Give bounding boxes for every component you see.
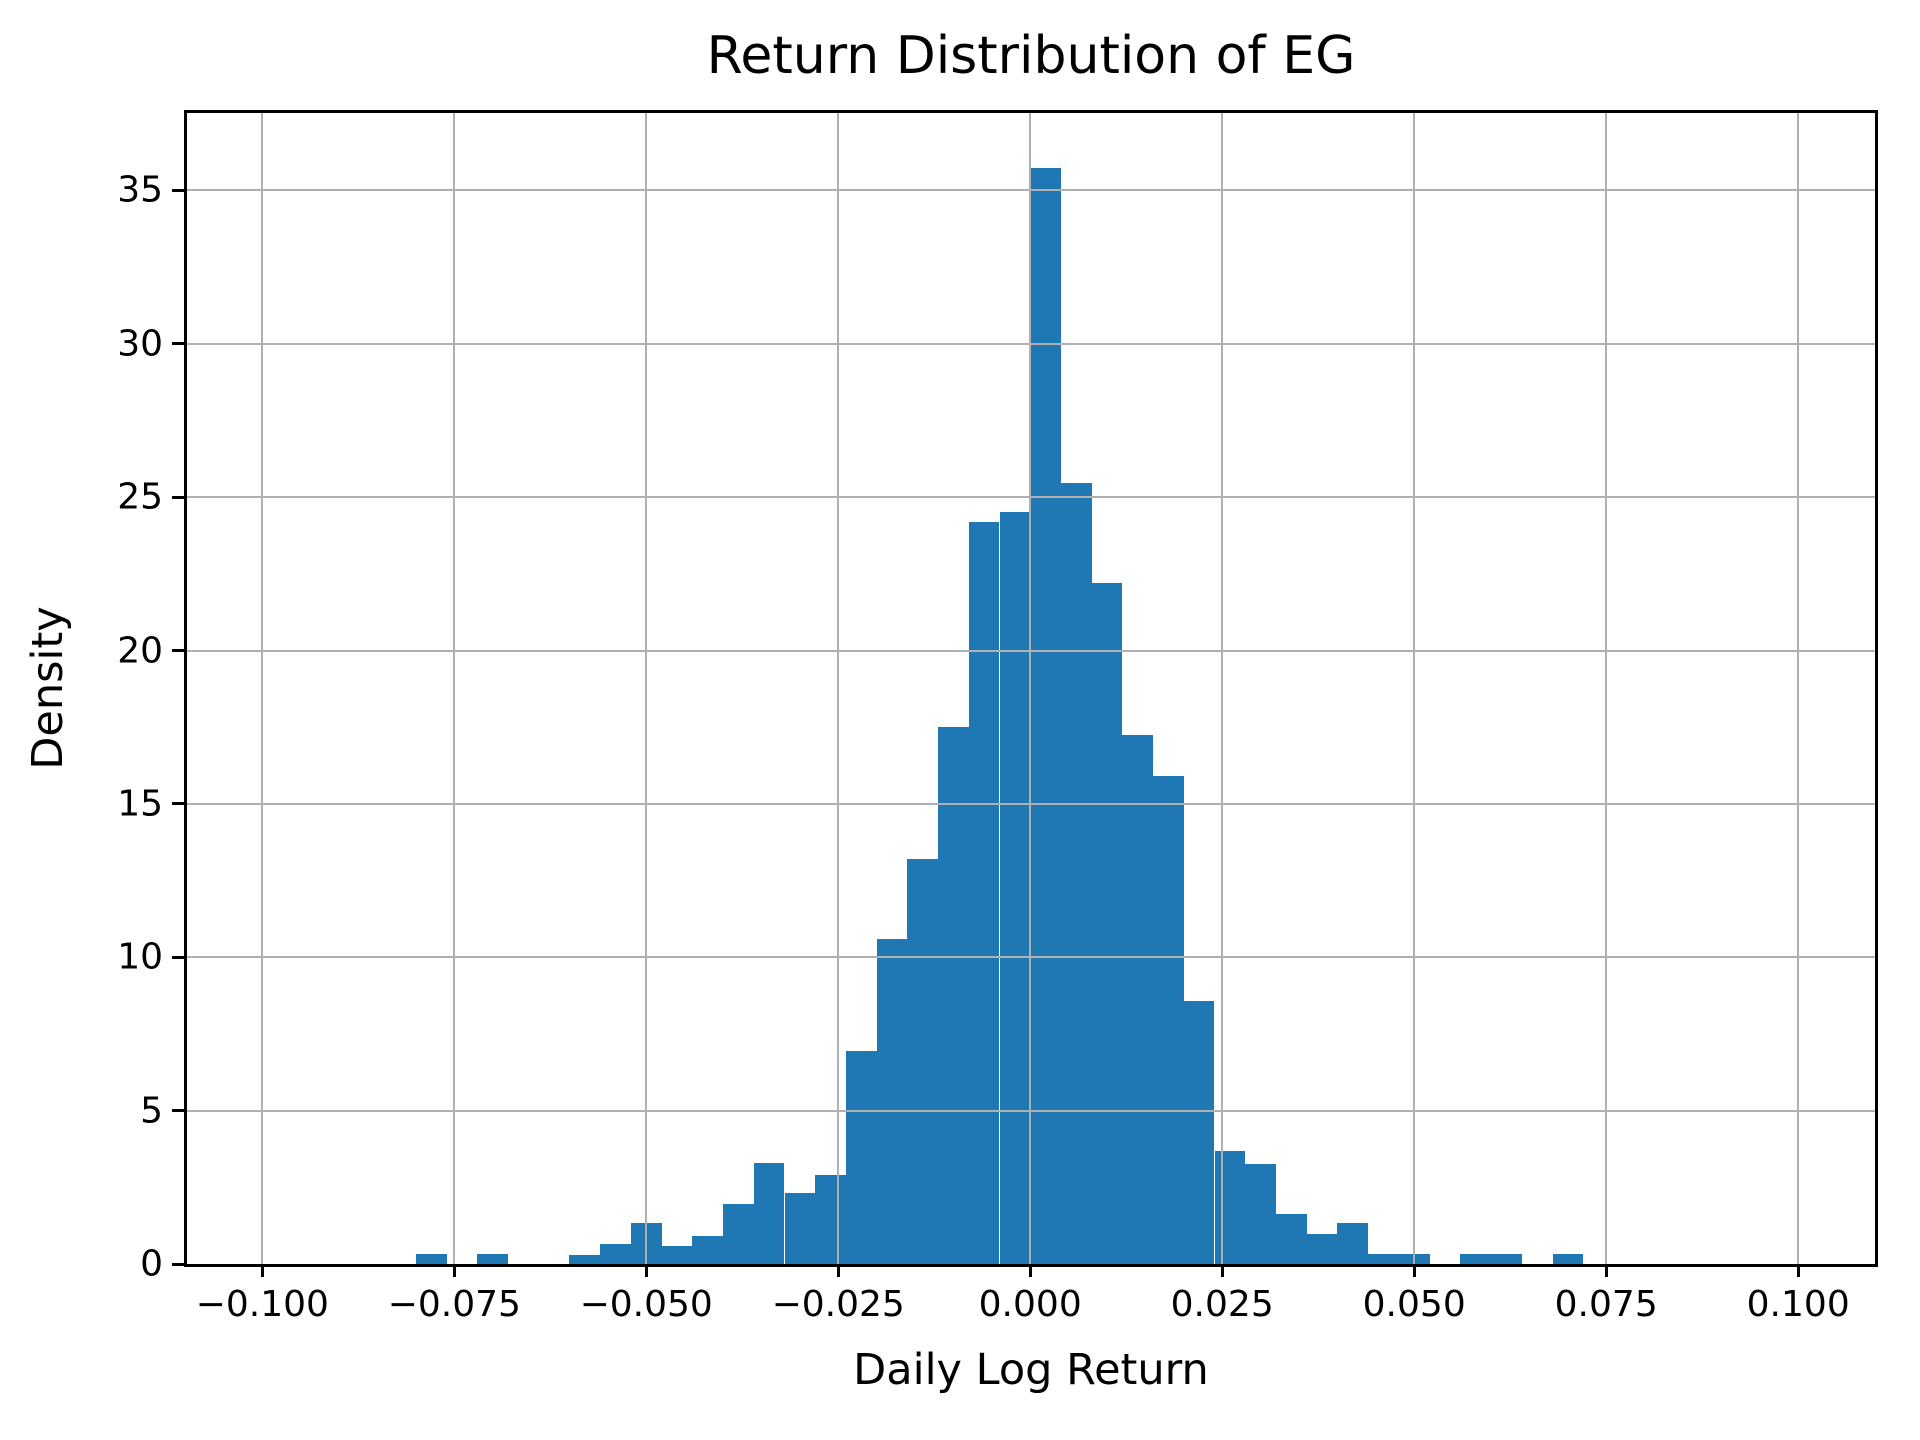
y-tick-label: 35 xyxy=(117,169,163,211)
x-tick-label: 0.025 xyxy=(1170,1284,1274,1325)
histogram-bar xyxy=(815,1175,846,1264)
gridline-vertical xyxy=(645,113,648,1264)
histogram-bar xyxy=(415,1253,447,1264)
gridline-vertical xyxy=(453,113,456,1264)
histogram-bar xyxy=(1491,1253,1522,1264)
gridline-vertical xyxy=(1605,113,1608,1264)
x-tick-mark xyxy=(260,1265,264,1277)
x-tick-mark xyxy=(1604,1265,1608,1277)
x-tick-mark xyxy=(1220,1265,1224,1277)
histogram-bar xyxy=(784,1192,816,1264)
histogram-bar xyxy=(1337,1223,1369,1264)
histogram-bar xyxy=(1122,734,1154,1264)
y-axis-label: Density xyxy=(23,606,73,770)
histogram-bar xyxy=(1368,1253,1399,1264)
histogram-bar xyxy=(477,1253,508,1264)
histogram-bar xyxy=(999,512,1031,1264)
y-tick-mark xyxy=(172,495,184,499)
x-tick-label: 0.000 xyxy=(978,1284,1082,1325)
y-tick-label: 10 xyxy=(117,936,163,978)
histogram-bar xyxy=(661,1245,693,1264)
histogram-bar xyxy=(569,1254,601,1264)
gridline-vertical xyxy=(1797,113,1800,1264)
y-tick-label: 25 xyxy=(117,476,163,518)
histogram-bar xyxy=(1183,1001,1215,1264)
gridline-horizontal xyxy=(187,956,1875,959)
gridline-horizontal xyxy=(187,342,1875,345)
histogram-bar xyxy=(692,1236,723,1264)
gridline-horizontal xyxy=(187,1109,1875,1112)
histogram-bar xyxy=(938,727,969,1264)
gridline-horizontal xyxy=(187,189,1875,192)
histogram-bar xyxy=(876,939,908,1264)
y-tick-mark xyxy=(172,188,184,192)
plot-area xyxy=(184,110,1878,1267)
histogram-bar xyxy=(753,1162,785,1264)
histogram-bar xyxy=(1153,776,1184,1264)
y-tick-mark xyxy=(172,1262,184,1266)
gridline-vertical xyxy=(1413,113,1416,1264)
x-tick-mark xyxy=(1028,1265,1032,1277)
x-tick-label: −0.075 xyxy=(387,1284,521,1325)
x-tick-label: 0.050 xyxy=(1362,1284,1466,1325)
histogram-bar xyxy=(845,1051,877,1264)
histogram-bar xyxy=(1245,1164,1276,1264)
gridline-vertical xyxy=(261,113,264,1264)
x-tick-mark xyxy=(452,1265,456,1277)
histogram-bar xyxy=(1214,1151,1246,1264)
x-axis-label: Daily Log Return xyxy=(853,1345,1209,1395)
y-tick-label: 15 xyxy=(117,783,163,825)
histogram-bar xyxy=(907,859,939,1264)
y-tick-mark xyxy=(172,342,184,346)
y-tick-label: 20 xyxy=(117,630,163,671)
histogram-bar xyxy=(1276,1214,1307,1264)
y-tick-mark xyxy=(172,955,184,959)
gridline-horizontal xyxy=(187,496,1875,499)
histogram-bar xyxy=(968,521,1000,1264)
histogram-bar xyxy=(1030,167,1061,1264)
y-tick-label: 30 xyxy=(117,323,163,365)
y-tick-label: 0 xyxy=(140,1243,163,1285)
gridline-horizontal xyxy=(187,802,1875,805)
y-tick-label: 5 xyxy=(140,1090,163,1132)
histogram-bar xyxy=(1091,583,1123,1264)
histogram-bar xyxy=(1061,483,1092,1264)
chart-title: Return Distribution of EG xyxy=(706,26,1356,86)
histogram-bar xyxy=(723,1204,754,1264)
y-tick-mark xyxy=(172,649,184,652)
x-tick-label: −0.025 xyxy=(771,1284,905,1325)
x-tick-mark xyxy=(644,1265,648,1277)
x-tick-label: −0.050 xyxy=(579,1284,713,1325)
gridline-horizontal xyxy=(187,649,1875,652)
histogram-bar xyxy=(600,1244,631,1264)
x-tick-label: 0.100 xyxy=(1746,1284,1850,1325)
histogram-bar xyxy=(1306,1233,1338,1264)
x-tick-label: −0.100 xyxy=(195,1284,329,1325)
y-tick-mark xyxy=(172,1109,184,1113)
x-tick-mark xyxy=(1412,1265,1416,1277)
x-tick-mark xyxy=(1796,1265,1800,1277)
x-tick-mark xyxy=(836,1265,840,1277)
gridline-vertical xyxy=(1029,113,1032,1264)
x-tick-label: 0.075 xyxy=(1554,1284,1658,1325)
gridline-vertical xyxy=(837,113,840,1264)
gridline-vertical xyxy=(1221,113,1224,1264)
histogram-bar xyxy=(1552,1253,1584,1264)
histogram-bar xyxy=(1460,1253,1491,1264)
y-tick-mark xyxy=(172,802,184,806)
